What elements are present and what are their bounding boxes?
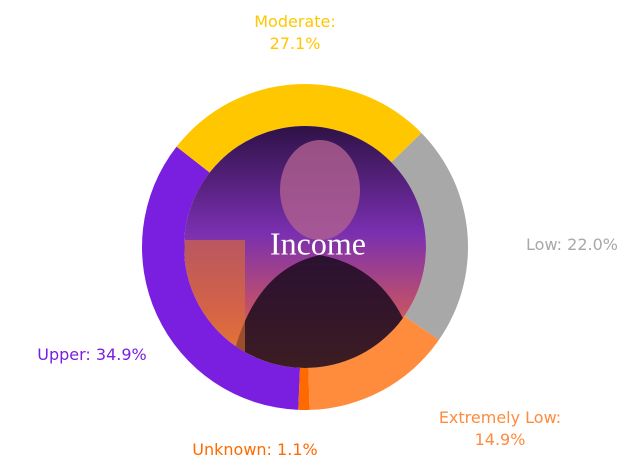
data-label: Low: 22.0%	[526, 235, 618, 254]
data-label: Extremely Low: 14.9%	[439, 408, 561, 449]
value-label: 14.9%	[475, 430, 526, 449]
value-label: 1.1%	[277, 440, 318, 459]
center-title: Income	[270, 225, 366, 261]
data-label: Unknown: 1.1%	[192, 440, 317, 459]
value-label: 34.9%	[96, 345, 147, 364]
category-label: Low:	[526, 235, 562, 254]
data-label: Moderate: 27.1%	[254, 12, 335, 53]
donut-slice	[308, 315, 439, 410]
donut-slice	[391, 132, 468, 340]
donut-slice	[176, 84, 422, 173]
center-photo	[184, 126, 426, 368]
category-label: Upper:	[37, 345, 91, 364]
donut-slice	[142, 146, 301, 410]
data-label: Upper: 34.9%	[37, 345, 146, 364]
category-label: Extremely Low:	[439, 408, 561, 427]
category-label: Unknown:	[192, 440, 272, 459]
category-label: Moderate:	[254, 12, 335, 31]
donut-slice	[298, 367, 310, 411]
value-label: 27.1%	[270, 34, 321, 53]
value-label: 22.0%	[567, 235, 618, 254]
